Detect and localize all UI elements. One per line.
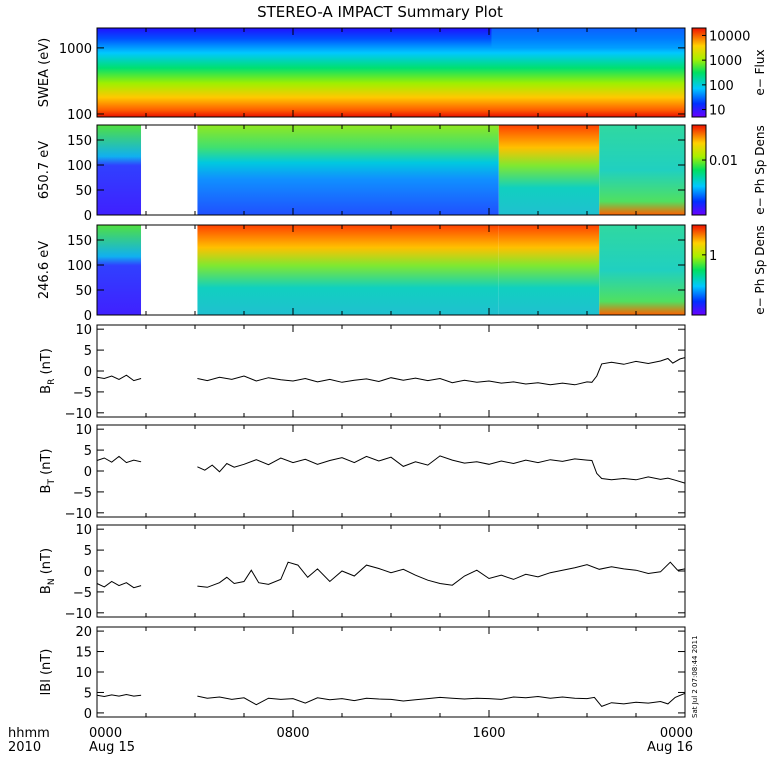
bt-series-line [96, 455, 686, 484]
pad650-colorbar-label: e− Ph Sp Dens [753, 125, 767, 214]
pad650-ytick-label-1: 50 [75, 184, 92, 199]
swea-y-label: SWEA (eV) [37, 38, 52, 107]
swea-colorbar-label: e− Flux [753, 49, 767, 95]
time-tick-date-0: Aug 15 [89, 740, 135, 755]
bmag-ytick-label-4: 20 [75, 625, 92, 640]
bn-y-label: BN (nT) [39, 548, 57, 594]
bmag-ytick-label-0: 0 [84, 707, 92, 722]
pad246-segment-early [97, 225, 142, 315]
pad650-data-gap [141, 125, 198, 215]
pad650-ytick-label-0: 0 [84, 209, 92, 224]
swea-ytick-label-0: 100 [67, 108, 92, 123]
pad650-segment-early [97, 125, 142, 215]
swea-shift-band [491, 28, 685, 48]
pad650-segment-late [498, 125, 600, 215]
panel-bn: BN (nT) −10 −5 0 5 10 [39, 523, 686, 622]
pad650-ytick-label-2: 100 [67, 159, 92, 174]
panel-bt: BT (nT) −10 −5 0 5 10 [39, 423, 686, 522]
time-tick-label-0: 0000 [89, 726, 122, 741]
pad246-ytick-label-0: 0 [84, 309, 92, 324]
br-ytick-label-4: 10 [75, 323, 92, 338]
bmag-frame [96, 626, 686, 718]
br-ytick-label-0: −10 [65, 407, 92, 422]
bn-ytick-label-3: 5 [84, 544, 92, 559]
pad650-ytick-label-3: 150 [67, 134, 92, 149]
bn-ytick-label-0: −10 [65, 607, 92, 622]
swea-colorbar-tick-label-3: 10000 [709, 29, 750, 44]
bt-ytick-label-3: 5 [84, 444, 92, 459]
br-ytick-label-1: −5 [73, 386, 92, 401]
bt-ytick-label-1: −5 [73, 486, 92, 501]
pad650-colorbar-tick-label-0: 0.01 [709, 154, 738, 169]
panel-pad246: 1 e− Ph Sp Dens 246.6 eV 0 50 100 150 [37, 224, 767, 324]
pad246-ytick-label-1: 50 [75, 284, 92, 299]
pad246-y-label: 246.6 eV [37, 241, 52, 299]
pad246-data-gap [141, 225, 198, 315]
bmag-ytick-label-2: 10 [75, 666, 92, 681]
swea-colorbar [691, 27, 707, 118]
corner-label-year: 2010 [8, 740, 41, 755]
pad650-y-label: 650.7 eV [37, 141, 52, 199]
pad650-spectrogram [97, 125, 685, 215]
br-ytick-label-3: 5 [84, 344, 92, 359]
bn-ytick-label-1: −5 [73, 586, 92, 601]
corner-label-hhmm: hhmm [8, 726, 50, 741]
bn-series-line [96, 561, 686, 589]
pad650-segment-final [599, 125, 685, 215]
pad246-colorbar [691, 224, 707, 316]
bt-frame [96, 424, 686, 518]
bn-frame [96, 524, 686, 618]
bt-ytick-label-0: −10 [65, 507, 92, 522]
bt-ytick-label-4: 10 [75, 423, 92, 438]
time-tick-label-1: 0800 [276, 726, 309, 741]
bt-y-label: BT (nT) [39, 449, 57, 494]
pad246-segment-late [498, 225, 600, 315]
swea-colorbar-tick-label-2: 1000 [709, 54, 742, 69]
swea-spectrogram [97, 28, 685, 117]
bt-ytick-label-2: 0 [84, 465, 92, 480]
swea-ytick-label-1: 1000 [59, 42, 92, 57]
bmag-y-label: lBl (nT) [39, 649, 54, 696]
pad246-spectrogram [97, 225, 685, 315]
panel-br: BR (nT) −10 −5 0 5 10 [39, 323, 686, 422]
pad246-ytick-label-2: 100 [67, 259, 92, 274]
bmag-ytick-label-3: 15 [75, 646, 92, 661]
pad650-segment-mid [197, 125, 499, 215]
pad246-segment-mid [197, 225, 499, 315]
bn-ytick-label-2: 0 [84, 565, 92, 580]
swea-colorbar-tick-label-0: 10 [709, 104, 726, 119]
br-series-line [96, 357, 686, 386]
br-ytick-label-2: 0 [84, 365, 92, 380]
time-tick-label-3: 0000 [660, 726, 693, 741]
swea-colorbar-tick-label-1: 100 [709, 79, 734, 94]
pad650-colorbar [691, 124, 707, 216]
figure-title: STEREO-A IMPACT Summary Plot [257, 3, 503, 21]
bn-ytick-label-4: 10 [75, 523, 92, 538]
bmag-series-line [96, 692, 686, 707]
pad246-colorbar-tick-label-0: 1 [709, 249, 717, 264]
br-y-label: BR (nT) [39, 348, 57, 394]
panel-bmag: lBl (nT) 0 5 10 15 20 [39, 625, 686, 722]
time-tick-date-3: Aug 16 [647, 740, 693, 755]
bmag-ytick-label-1: 5 [84, 686, 92, 701]
pad246-ytick-label-3: 150 [67, 234, 92, 249]
timestamp-label: Sat Jul 2 07:08:44 2011 [691, 635, 699, 718]
time-tick-label-2: 1600 [472, 726, 505, 741]
pad246-colorbar-label: e− Ph Sp Dens [753, 225, 767, 314]
pad246-segment-final [599, 225, 685, 315]
panel-pad650: 0.01 e− Ph Sp Dens 650.7 eV 0 50 100 150 [37, 124, 767, 224]
br-frame [96, 324, 686, 418]
